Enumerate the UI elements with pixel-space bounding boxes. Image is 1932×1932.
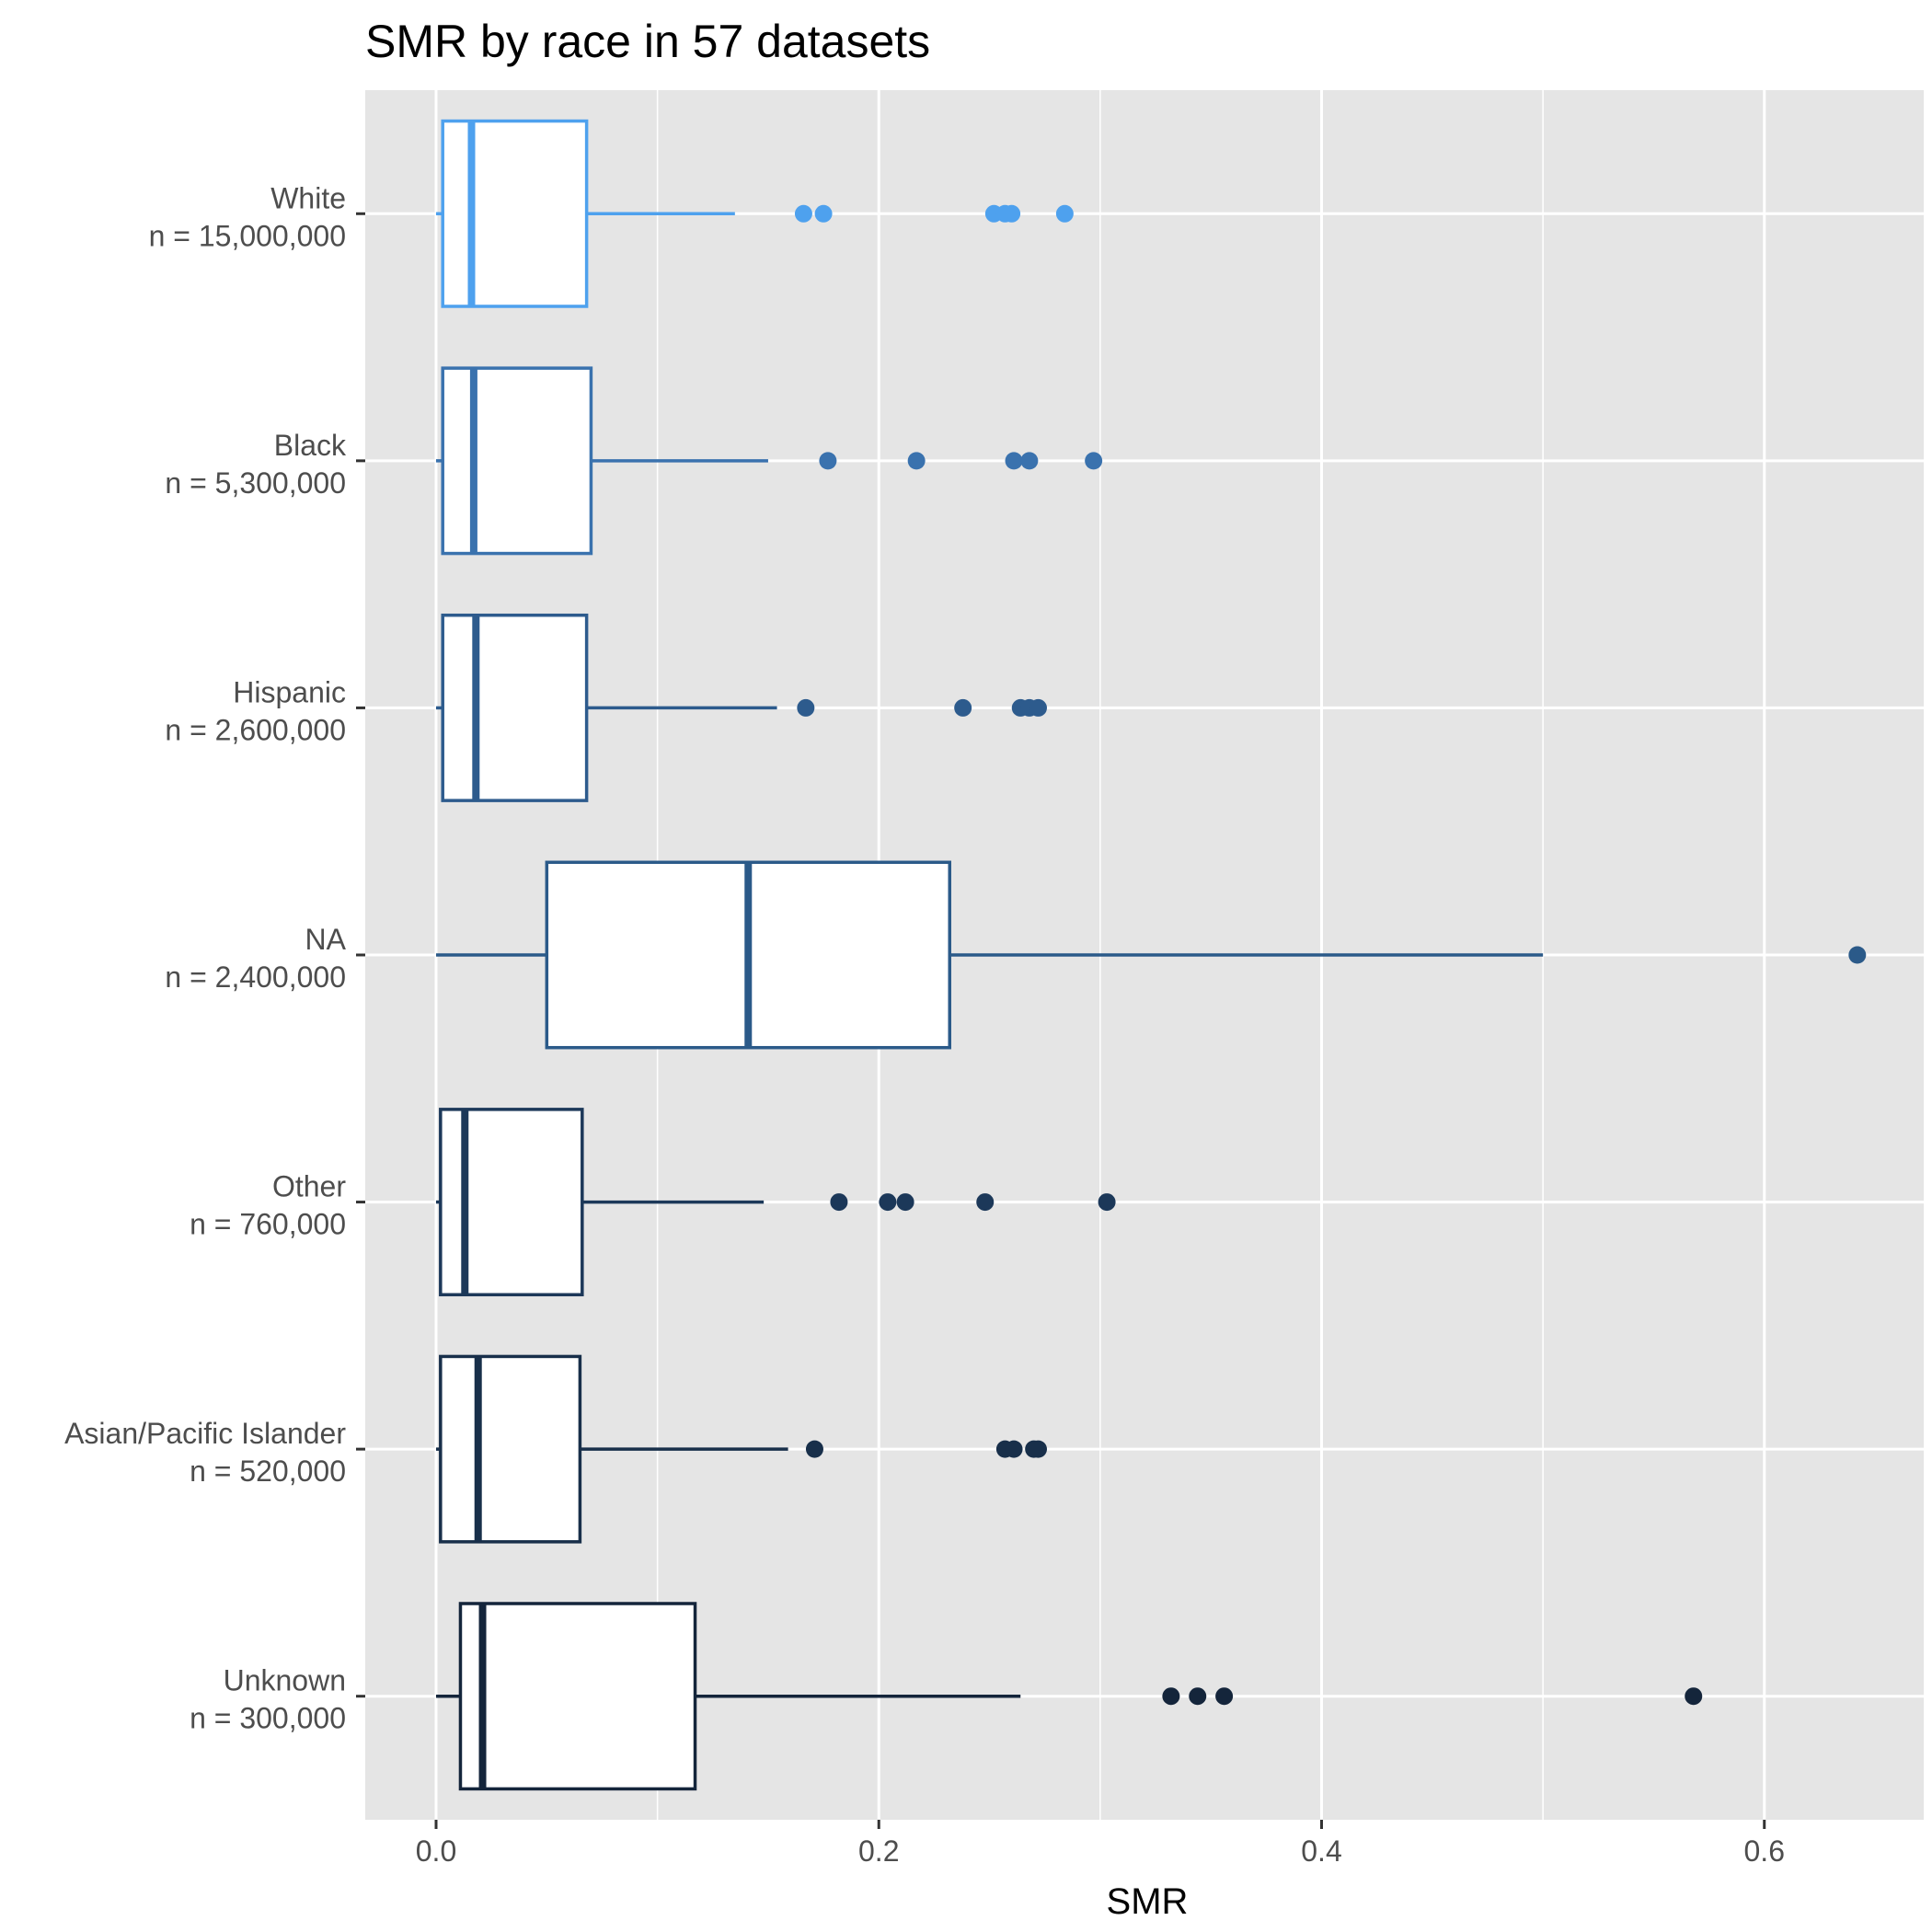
outlier-point	[896, 1193, 914, 1212]
x-tick-label: 0.4	[1301, 1834, 1341, 1868]
outlier-point	[1029, 698, 1047, 717]
y-tick-label-count: n = 2,600,000	[165, 713, 346, 746]
y-tick-label-group: Hispanic	[233, 675, 346, 708]
box-group-asian-pacific-islander	[436, 1354, 1047, 1544]
y-tick-label-group: Black	[274, 429, 347, 462]
outlier-point	[976, 1193, 995, 1212]
outlier-point	[819, 452, 837, 470]
outlier-point	[1098, 1193, 1116, 1212]
outlier-point	[830, 1193, 848, 1212]
box-group-na	[436, 860, 1867, 1050]
iqr-box	[439, 1354, 582, 1544]
x-tick-label: 0.0	[416, 1834, 456, 1868]
box-group-unknown	[436, 1602, 1703, 1791]
y-axis: White n = 15,000,000 Black n = 5,300,000 His…	[64, 181, 365, 1735]
y-tick-label-count: n = 2,400,000	[165, 960, 346, 994]
box-group-white	[436, 119, 1074, 308]
outlier-point	[1085, 452, 1103, 470]
outlier-point	[805, 1440, 823, 1458]
y-tick-label-count: n = 15,000,000	[149, 219, 346, 252]
outlier-point	[814, 204, 833, 223]
outlier-point	[1162, 1687, 1180, 1706]
y-tick-label-group: Asian/Pacific Islander	[64, 1417, 346, 1450]
outlier-point	[1685, 1687, 1703, 1706]
y-tick-label-group: Unknown	[224, 1664, 346, 1697]
outlier-point	[954, 698, 972, 717]
outlier-point	[1215, 1687, 1234, 1706]
outlier-point	[1055, 204, 1074, 223]
iqr-box	[441, 366, 593, 556]
box-group-hispanic	[436, 613, 1047, 802]
outlier-point	[794, 204, 812, 223]
boxes	[436, 119, 1867, 1791]
box-group-black	[436, 366, 1103, 556]
iqr-box	[458, 1602, 697, 1791]
y-tick-label-count: n = 520,000	[190, 1455, 346, 1488]
y-tick-label-group: Other	[272, 1170, 346, 1203]
outlier-point	[1005, 1440, 1023, 1458]
box-group-other	[436, 1108, 1116, 1297]
outlier-point	[1003, 204, 1021, 223]
x-tick-label: 0.2	[858, 1834, 899, 1868]
y-tick-label-count: n = 760,000	[190, 1208, 346, 1241]
outlier-point	[1020, 452, 1039, 470]
chart-title: SMR by race in 57 datasets	[365, 16, 930, 67]
x-axis-title: SMR	[1107, 1881, 1189, 1922]
outlier-point	[879, 1193, 897, 1212]
x-axis: 0.0 0.2 0.4 0.6	[416, 1820, 1785, 1868]
outlier-point	[797, 698, 815, 717]
outlier-point	[907, 452, 926, 470]
iqr-box	[441, 119, 589, 308]
outlier-point	[1848, 946, 1867, 964]
y-tick-label-group: NA	[305, 923, 347, 956]
outlier-point	[1029, 1440, 1047, 1458]
y-tick-label-count: n = 300,000	[190, 1702, 346, 1735]
outlier-point	[1005, 452, 1023, 470]
iqr-box	[441, 613, 589, 802]
y-tick-label-group: White	[270, 181, 346, 214]
y-tick-label-count: n = 5,300,000	[165, 466, 346, 500]
x-tick-label: 0.6	[1744, 1834, 1785, 1868]
outlier-point	[1189, 1687, 1207, 1706]
